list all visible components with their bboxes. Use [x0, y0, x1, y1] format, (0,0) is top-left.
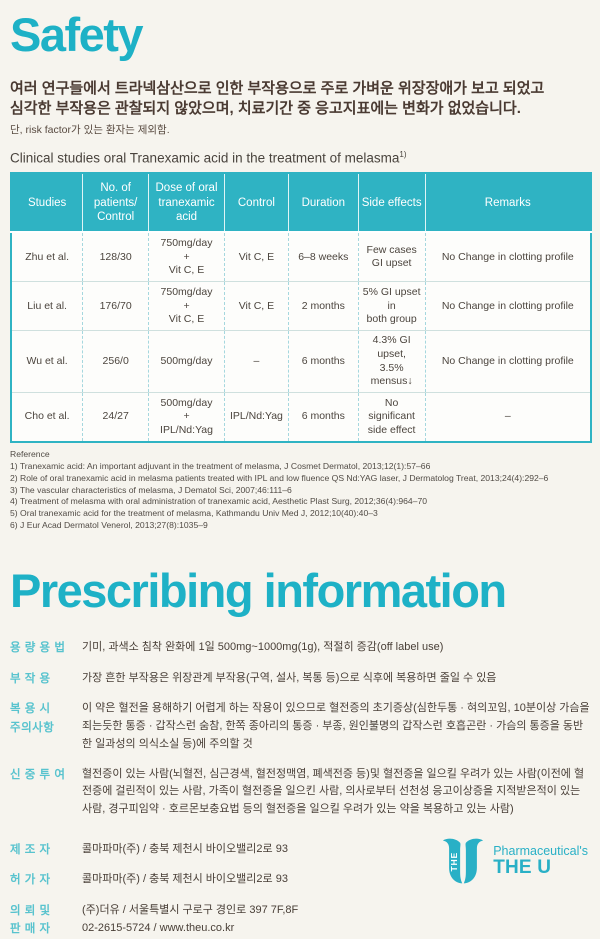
- section-text-dosage: 기미, 과색소 침착 완화에 1일 500mg~1000mg(1g), 적절히 …: [82, 641, 444, 654]
- section-text-careful-administration: 혈전증이 있는 사람(뇌혈전, 심근경색, 혈전정맥염, 폐색전증 등)및 혈전…: [82, 767, 585, 816]
- cell-patients: 176/70: [82, 281, 149, 331]
- col-header-control: Control: [223, 173, 289, 233]
- logo-line2: THE U: [493, 856, 552, 878]
- section-text-precautions: 이 약은 혈전을 용해하기 어렵게 하는 작용이 있으므로 혈전증의 초기증상(…: [82, 702, 590, 750]
- cell-study: Zhu et al.: [11, 231, 83, 282]
- col-header-remarks: Remarks: [424, 173, 591, 233]
- table-header-row: Studies No. of patients/ Control Dose of…: [11, 173, 591, 233]
- col-header-studies: Studies: [11, 173, 83, 233]
- cell-control: Vit C, E: [223, 231, 289, 282]
- cell-study: Liu et al.: [11, 281, 83, 331]
- cell-control: Vit C, E: [223, 281, 289, 331]
- cell-duration: 6 months: [287, 330, 359, 393]
- cell-patients: 24/27: [82, 392, 149, 442]
- clinical-studies-caption: Clinical studies oral Tranexamic acid in…: [10, 150, 590, 166]
- cell-study: Cho et al.: [11, 392, 83, 442]
- cell-study: Wu et al.: [11, 330, 83, 393]
- clinical-studies-table: Studies No. of patients/ Control Dose of…: [10, 172, 592, 443]
- the-u-logo-icon: THE: [443, 838, 484, 884]
- table-row: Liu et al. 176/70 750mg/day + Vit C, E V…: [11, 281, 591, 331]
- cell-side-effects: Few cases GI upset: [357, 231, 426, 282]
- cell-duration: 2 months: [287, 281, 359, 331]
- section-label-side-effects: 부 작 용: [10, 672, 51, 685]
- cell-side-effects: 4.3% GI upset, 3.5% mensus↓: [357, 330, 426, 393]
- reference-item: 5) Oral tranexamic acid for the treatmen…: [10, 508, 378, 519]
- table-row: Zhu et al. 128/30 750mg/day + Vit C, E V…: [11, 231, 591, 282]
- safety-title: Safety: [10, 8, 144, 61]
- reference-title: Reference: [10, 449, 50, 459]
- logo-line1: Pharmaceutical's: [493, 843, 588, 858]
- cell-dose: 750mg/day + Vit C, E: [148, 281, 225, 331]
- reference-item: 6) J Eur Acad Dermatol Venerol, 2013;27(…: [10, 520, 208, 531]
- section-distributor: 의 뢰 및 판 매 자 (주)더유 / 서울특별시 구로구 경인로 397 7F…: [10, 902, 590, 939]
- clinical-studies-caption-text: Clinical studies oral Tranexamic acid in…: [10, 150, 400, 166]
- logo-text-block: Pharmaceutical's THE U: [493, 845, 588, 877]
- section-license-holder: 허 가 자 콜마파마(주) / 충북 제천시 바이오밸리2로 93: [10, 871, 590, 889]
- col-header-side-effects: Side effects: [357, 173, 426, 233]
- section-manufacturer: 제 조 자 콜마파마(주) / 충북 제천시 바이오밸리2로 93: [10, 841, 590, 859]
- cell-side-effects: No significant side effect: [357, 392, 426, 442]
- section-text-side-effects: 가장 흔한 부작용은 위장관계 부작용(구역, 설사, 복통 등)으로 식후에 …: [82, 671, 497, 684]
- cell-side-effects: 5% GI upset in both group: [357, 281, 426, 331]
- reference-item: 4) Treatment of melasma with oral admini…: [10, 496, 428, 507]
- caption-superscript: 1): [399, 149, 407, 159]
- cell-remarks: –: [424, 392, 591, 442]
- section-side-effects: 부 작 용 가장 흔한 부작용은 위장관계 부작용(구역, 설사, 복통 등)으…: [10, 670, 590, 688]
- reference-item: 1) Tranexamic acid: An important adjuvan…: [10, 460, 431, 471]
- section-label-distributor: 의 뢰 및 판 매 자: [10, 904, 51, 936]
- section-dosage: 용 량 용 법 기미, 과색소 침착 완화에 1일 500mg~1000mg(1…: [10, 639, 590, 657]
- cell-duration: 6 months: [287, 392, 359, 442]
- section-precautions: 복 용 시 주의사항 이 약은 혈전을 용해하기 어렵게 하는 작용이 있으므로…: [10, 700, 590, 753]
- table-row: Cho et al. 24/27 500mg/day + IPL/Nd:Yag …: [11, 392, 591, 442]
- cell-remarks: No Change in clotting profile: [424, 231, 591, 282]
- reference-item: 2) Role of oral tranexamic acid in melas…: [10, 472, 549, 483]
- section-careful-administration: 신 중 투 여 혈전증이 있는 사람(뇌혈전, 심근경색, 혈전정맥염, 폐색전…: [10, 766, 590, 819]
- cell-dose: 500mg/day + IPL/Nd:Yag: [148, 392, 225, 442]
- cell-remarks: No Change in clotting profile: [424, 281, 591, 331]
- cell-control: IPL/Nd:Yag: [223, 392, 289, 442]
- cell-dose: 500mg/day: [148, 330, 225, 393]
- section-text-distributor: (주)더유 / 서울특별시 구로구 경인로 397 7F,8F 02-2615-…: [82, 903, 299, 934]
- safety-intro-note: 단, risk factor가 있는 환자는 제외함.: [10, 123, 170, 136]
- cell-control: –: [223, 330, 289, 393]
- section-label-careful-administration: 신 중 투 여: [10, 768, 66, 781]
- table-row: Wu et al. 256/0 500mg/day – 6 months 4.3…: [11, 330, 591, 393]
- section-label-dosage: 용 량 용 법: [10, 642, 66, 655]
- cell-duration: 6–8 weeks: [287, 231, 359, 282]
- reference-item: 3) The vascular characteristics of melas…: [10, 484, 292, 495]
- col-header-patients: No. of patients/ Control: [82, 173, 149, 233]
- section-text-license-holder: 콜마파마(주) / 충북 제천시 바이오밸리2로 93: [82, 873, 288, 886]
- section-text-manufacturer: 콜마파마(주) / 충북 제천시 바이오밸리2로 93: [82, 843, 288, 856]
- cell-remarks: No Change in clotting profile: [424, 330, 591, 393]
- logo-mark-text: THE: [449, 852, 459, 872]
- col-header-duration: Duration: [287, 173, 359, 233]
- section-label-manufacturer: 제 조 자: [10, 844, 51, 857]
- col-header-dose: Dose of oral tranexamic acid: [148, 173, 225, 233]
- reference-block: Reference 1) Tranexamic acid: An importa…: [10, 449, 590, 532]
- safety-intro-text: 여러 연구들에서 트라넥삼산으로 인한 부작용으로 주로 가벼운 위장장애가 보…: [10, 80, 545, 118]
- section-label-license-holder: 허 가 자: [10, 874, 51, 887]
- cell-patients: 128/30: [82, 231, 149, 282]
- prescribing-title: Prescribing information: [10, 564, 507, 618]
- cell-dose: 750mg/day + Vit C, E: [148, 231, 225, 282]
- company-logo: THE Pharmaceutical's THE U: [440, 837, 588, 885]
- section-label-precautions: 복 용 시 주의사항: [10, 703, 55, 734]
- cell-patients: 256/0: [82, 330, 149, 393]
